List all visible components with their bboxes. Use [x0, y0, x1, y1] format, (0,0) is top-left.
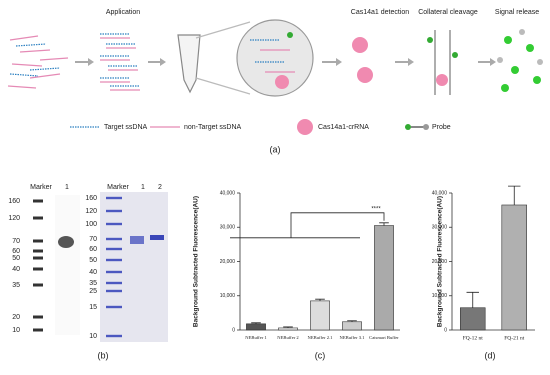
marker-size: 60 [12, 248, 20, 255]
marker-band [33, 239, 43, 243]
bar [310, 300, 330, 331]
y-tick-label: 20,000 [432, 259, 448, 265]
marker-size: 100 [85, 221, 97, 228]
lane-label: 1 [65, 184, 69, 191]
x-tick-label: NEBuffer 2 [277, 335, 299, 340]
y-tick-label: 30,000 [432, 225, 448, 231]
panel-label: (d) [485, 350, 496, 360]
marker-band [33, 283, 43, 287]
diagram-art [7, 19, 543, 135]
error-bar [466, 291, 479, 308]
marker-size: 10 [12, 327, 20, 334]
panel-label: (a) [270, 144, 281, 154]
marker-size: 70 [12, 238, 20, 245]
significance-label: **** [371, 206, 381, 212]
panel-label: (b) [98, 350, 109, 360]
gel-2 [100, 192, 168, 342]
marker-band [33, 315, 43, 319]
marker-band [106, 237, 122, 241]
marker-size: 40 [12, 266, 20, 273]
step-label: Signal release [495, 9, 539, 16]
marker-size: 20 [12, 314, 20, 321]
marker-size: 120 [85, 208, 97, 215]
bar [501, 204, 527, 331]
y-tick-label: 10,000 [220, 293, 236, 299]
error-bar [379, 222, 389, 226]
error-bar [508, 185, 521, 205]
marker-band [106, 196, 122, 200]
gel-band [150, 235, 164, 240]
error-bar [347, 320, 357, 322]
legend-label: Target ssDNA [104, 124, 148, 131]
y-tick-label: 0 [232, 327, 235, 333]
marker-size: 25 [89, 288, 97, 295]
marker-band [106, 209, 122, 213]
marker-size: 40 [89, 269, 97, 276]
marker-band [33, 249, 43, 253]
panel-label: (c) [315, 350, 326, 360]
y-tick-label: 40,000 [220, 190, 236, 196]
error-bar [315, 298, 325, 301]
step-label: Collateral cleavage [418, 9, 478, 16]
marker-size: 10 [89, 333, 97, 340]
significance-bracket [230, 212, 385, 239]
y-axis-label: Background Subtracted Fluorescence(AU) [193, 196, 200, 327]
marker-size: 160 [85, 195, 97, 202]
marker-band [106, 305, 122, 309]
y-tick-label: 0 [444, 327, 447, 333]
x-tick-label: FQ-21 nt [504, 335, 524, 341]
lane-label: Marker [30, 184, 52, 191]
marker-band [33, 256, 43, 260]
legend-label: Probe [432, 124, 451, 131]
marker-size: 15 [89, 304, 97, 311]
lane-label: 2 [158, 184, 162, 191]
x-tick-label: Catsmart Buffer [369, 335, 399, 340]
marker-size: 120 [8, 215, 20, 222]
marker-band [106, 289, 122, 293]
y-axis-label: Background Subtracted Fluorescence(AU) [437, 196, 444, 327]
marker-band [106, 334, 122, 338]
x-tick-label: NEBuffer 1 [245, 335, 267, 340]
lane-label: Marker [107, 184, 129, 191]
y-tick-label: 10,000 [432, 293, 448, 299]
error-bar [283, 326, 293, 328]
marker-size: 160 [8, 198, 20, 205]
marker-band [106, 281, 122, 285]
lane-label: 1 [141, 184, 145, 191]
marker-size: 60 [89, 246, 97, 253]
y-tick-label: 20,000 [220, 259, 236, 265]
marker-size: 50 [89, 257, 97, 264]
marker-band [106, 258, 122, 262]
marker-size: 70 [89, 236, 97, 243]
x-tick-label: FQ-12 nt [463, 335, 483, 341]
error-bar [251, 322, 261, 324]
y-tick-label: 40,000 [432, 190, 448, 196]
marker-size: 50 [12, 255, 20, 262]
marker-band [33, 267, 43, 271]
marker-band [106, 222, 122, 226]
gel-1 [55, 195, 80, 335]
marker-band [106, 247, 122, 251]
gel-band [130, 236, 144, 244]
marker-band [33, 216, 43, 220]
bar [374, 225, 394, 331]
bar [278, 327, 298, 331]
step-label: Application [106, 9, 140, 16]
marker-band [106, 270, 122, 274]
y-tick-label: 30,000 [220, 225, 236, 231]
legend-label: Cas14a1-crRNA [318, 124, 369, 131]
x-tick-label: NEBuffer 2.1 [308, 335, 334, 340]
marker-band [33, 328, 43, 332]
bar [459, 307, 486, 331]
marker-size: 35 [89, 280, 97, 287]
legend-label: non-Target ssDNA [184, 124, 242, 131]
step-label: Cas14a1 detection [351, 9, 409, 16]
bar [342, 321, 362, 331]
marker-band [33, 199, 43, 203]
gel-band [58, 236, 74, 248]
x-tick-label: NEBuffer 3.1 [340, 335, 366, 340]
bar [246, 323, 266, 331]
marker-size: 35 [12, 282, 20, 289]
